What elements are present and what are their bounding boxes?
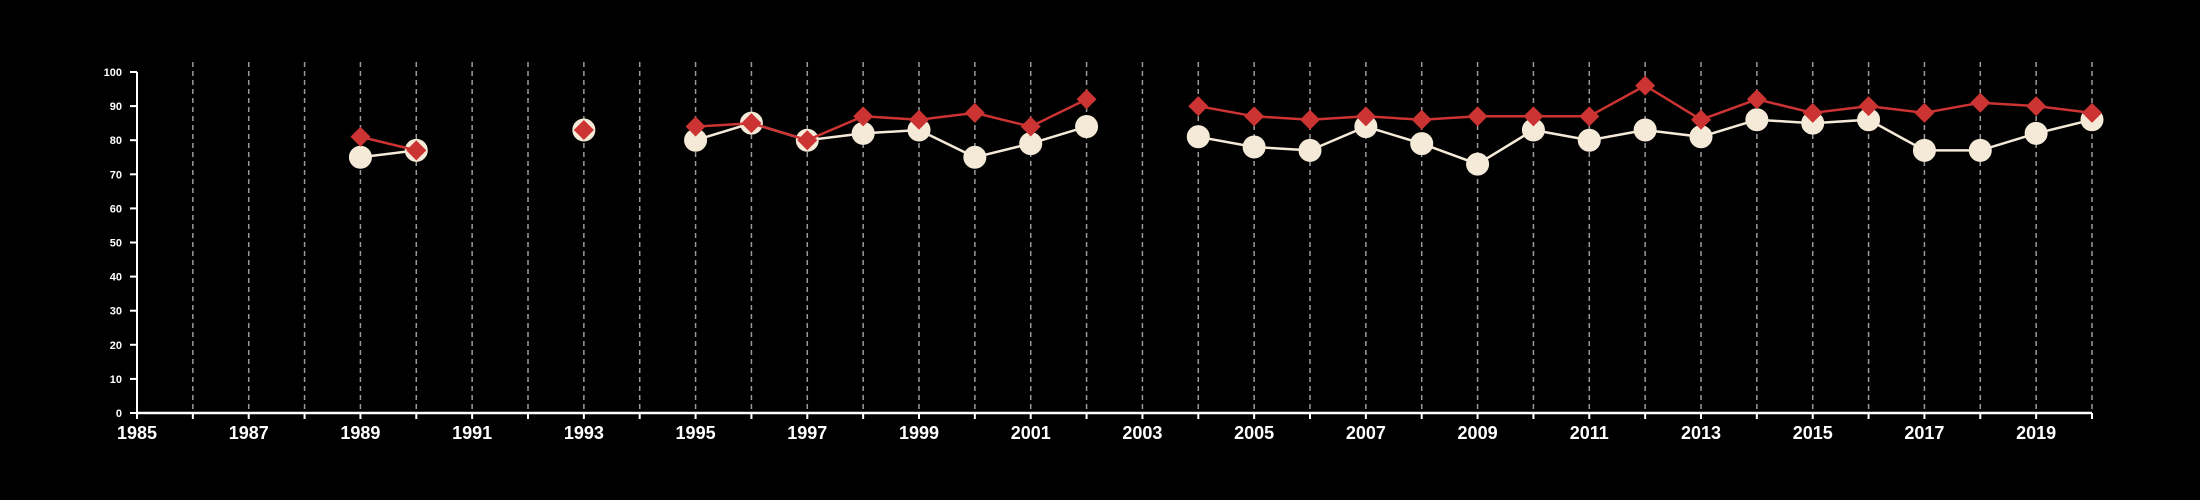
data-point-diamond	[1076, 89, 1097, 110]
data-point-circle	[1577, 128, 1601, 152]
data-point-diamond	[1914, 102, 1935, 123]
axes: 0 10 20 30 40 50 60 70 80 90 100 1985 1987 1989 1991 19…	[104, 67, 2093, 443]
data-point-diamond	[1691, 109, 1711, 130]
data-point-diamond	[685, 116, 706, 137]
y-tick-label: 70	[110, 169, 122, 181]
data-point-diamond	[1746, 89, 1767, 110]
x-tick-label: 2003	[1122, 423, 1162, 443]
data-point-circle	[1298, 138, 1322, 162]
series-circle	[348, 108, 2104, 176]
x-tick-label: 1989	[340, 423, 380, 443]
data-point-diamond	[741, 113, 762, 134]
data-point-circle	[1968, 138, 1992, 162]
x-tick-label: 1995	[676, 423, 716, 443]
x-tick-label: 1993	[564, 423, 604, 443]
y-tick-label: 100	[104, 67, 122, 79]
data-point-diamond	[1244, 106, 1265, 127]
grid-lines	[192, 62, 2093, 413]
data-point-diamond	[406, 140, 427, 161]
y-tick-label: 90	[110, 101, 122, 113]
y-tick-label: 30	[110, 306, 122, 318]
data-point-circle	[1466, 152, 1490, 176]
series-line	[360, 135, 417, 152]
x-tick-label: 1999	[899, 423, 939, 443]
data-point-circle	[1242, 135, 1266, 159]
x-tick-label: 2007	[1346, 423, 1386, 443]
series-line	[695, 98, 1088, 142]
data-point-diamond	[1635, 75, 1656, 96]
x-tick-label: 1997	[787, 423, 827, 443]
data-point-diamond	[1467, 106, 1488, 127]
data-point-diamond	[2026, 96, 2047, 117]
data-point-circle	[348, 145, 372, 169]
x-tick-label: 2019	[2016, 423, 2056, 443]
data-point-diamond	[909, 109, 929, 130]
data-point-diamond	[1188, 96, 1209, 117]
data-point-diamond	[797, 130, 818, 151]
series-diamond	[350, 75, 2102, 161]
x-tick-label: 2005	[1234, 423, 1274, 443]
data-point-diamond	[964, 102, 985, 123]
x-tick-label: 1991	[452, 423, 492, 443]
data-point-diamond	[1300, 109, 1320, 130]
data-point-circle	[1075, 115, 1099, 139]
y-tick-label: 20	[110, 340, 122, 352]
y-tick-label: 60	[110, 203, 122, 215]
data-point-diamond	[1411, 109, 1432, 130]
y-tick-label: 50	[110, 238, 122, 250]
data-point-diamond	[1020, 116, 1041, 137]
data-point-diamond	[1355, 106, 1376, 127]
data-point-circle	[1186, 125, 1210, 149]
data-point-circle	[1912, 138, 1936, 162]
data-point-circle	[2024, 121, 2048, 145]
x-tick-label: 2001	[1011, 423, 1051, 443]
x-tick-label: 2011	[1570, 423, 1609, 443]
y-tick-label: 0	[116, 408, 122, 420]
data-point-diamond	[853, 106, 874, 127]
data-point-diamond	[1523, 106, 1544, 127]
y-tick-label: 10	[110, 374, 122, 386]
data-point-diamond	[1802, 102, 1823, 123]
x-tick-label: 1985	[117, 423, 157, 443]
x-tick-label: 1987	[229, 423, 269, 443]
x-tick-label: 2015	[1793, 423, 1833, 443]
x-tick-label: 2017	[1904, 423, 1944, 443]
data-point-diamond	[2082, 102, 2102, 123]
data-point-circle	[1745, 108, 1769, 132]
x-tick-label: 2013	[1681, 423, 1721, 443]
data-point-diamond	[1970, 92, 1991, 113]
data-point-diamond	[1579, 106, 1600, 127]
data-point-circle	[963, 145, 987, 169]
data-point-circle	[1410, 132, 1434, 156]
x-tick-label: 2009	[1458, 423, 1498, 443]
data-point-diamond	[1858, 96, 1879, 117]
series-group	[348, 75, 2104, 176]
data-point-circle	[1633, 118, 1657, 142]
data-point-diamond	[350, 126, 371, 147]
data-point-diamond	[573, 119, 594, 140]
y-tick-label: 80	[110, 135, 122, 147]
y-tick-label: 40	[110, 272, 122, 284]
